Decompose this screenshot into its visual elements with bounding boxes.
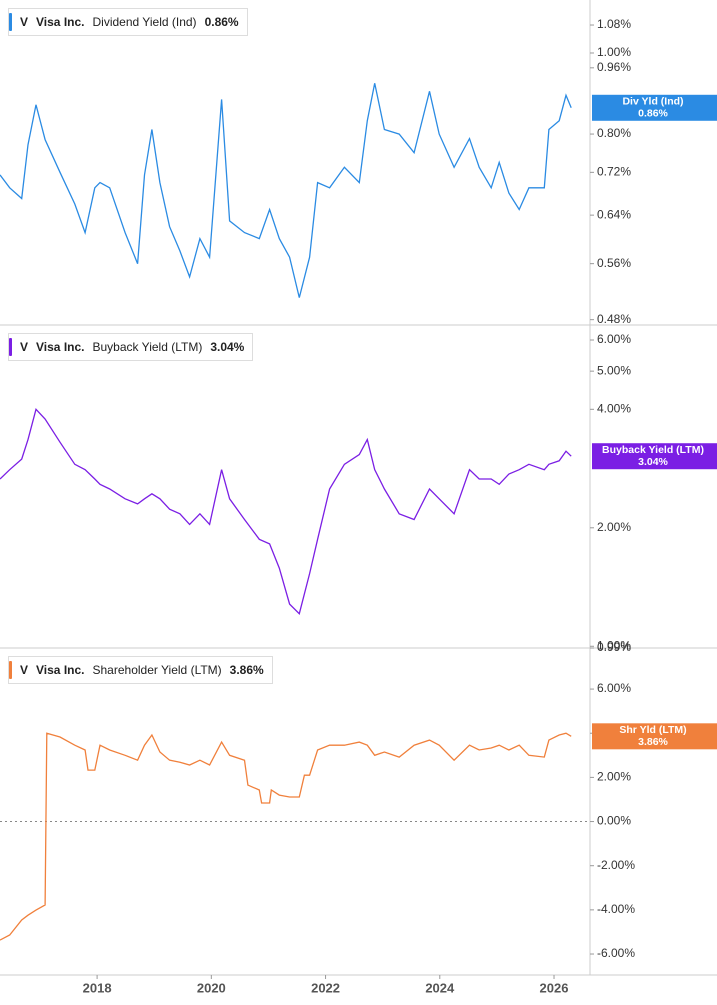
x-tick-label: 2018	[83, 980, 112, 995]
y-tick-label: 0.48%	[597, 312, 631, 326]
y-tick-label: 2.00%	[597, 520, 631, 534]
x-tick-label: 2022	[311, 980, 340, 995]
y-tick-label: 1.00%	[597, 638, 631, 652]
y-tick-label: 1.08%	[597, 17, 631, 31]
series-line	[0, 732, 572, 941]
legend-series: Buyback Yield (LTM)	[92, 340, 203, 354]
value-tag-box	[592, 94, 717, 121]
legend-ticker: V	[20, 15, 29, 29]
value-tag: Buyback Yield (LTM)3.04%	[592, 443, 717, 470]
y-tick-label: 6.00%	[597, 681, 631, 695]
value-tag-value: 3.04%	[638, 456, 668, 468]
y-tick-label: 0.64%	[597, 207, 631, 221]
x-tick-label: 2020	[197, 980, 226, 995]
y-tick-label: -6.00%	[597, 946, 635, 960]
y-tick-label: 1.00%	[597, 45, 631, 59]
y-tick-label: 0.56%	[597, 256, 631, 270]
x-tick-label: 2026	[540, 980, 569, 995]
legend-ticker: V	[20, 340, 29, 354]
legend: V Visa Inc. Shareholder Yield (LTM) 3.86%	[8, 656, 273, 684]
legend-company: Visa Inc.	[36, 663, 85, 677]
x-tick-label: 2024	[425, 980, 455, 995]
y-tick-label: 6.00%	[597, 332, 631, 346]
value-tag-label: Div Yld (Ind)	[622, 96, 683, 108]
legend: V Visa Inc. Dividend Yield (Ind) 0.86%	[8, 8, 248, 36]
y-tick-label: 0.72%	[597, 165, 631, 179]
value-tag-box	[592, 723, 717, 750]
y-tick-label: 5.00%	[597, 363, 631, 377]
legend-value: 3.86%	[229, 663, 264, 677]
legend: V Visa Inc. Buyback Yield (LTM) 3.04%	[8, 333, 254, 361]
value-tag-value: 0.86%	[638, 108, 668, 120]
legend-value: 3.04%	[210, 340, 245, 354]
legend-series: Dividend Yield (Ind)	[92, 15, 197, 29]
value-tag-box	[592, 443, 717, 470]
value-tag-value: 3.86%	[638, 736, 668, 748]
legend-swatch	[9, 13, 12, 31]
series-line	[0, 83, 572, 298]
y-tick-label: 0.80%	[597, 126, 631, 140]
y-tick-label: 0.00%	[597, 814, 631, 828]
series-line	[0, 407, 572, 615]
legend-swatch	[9, 661, 12, 679]
legend-value: 0.86%	[204, 15, 239, 29]
y-tick-label: 4.00%	[597, 401, 631, 415]
value-tag-label: Buyback Yield (LTM)	[602, 444, 704, 456]
y-tick-label: -2.00%	[597, 858, 635, 872]
value-tag: Shr Yld (LTM)3.86%	[592, 723, 717, 750]
legend-swatch	[9, 338, 12, 356]
value-tag: Div Yld (Ind)0.86%	[592, 94, 717, 121]
legend-series: Shareholder Yield (LTM)	[92, 663, 222, 677]
legend-ticker: V	[20, 663, 29, 677]
y-tick-label: 0.99%	[597, 640, 631, 654]
y-tick-label: -4.00%	[597, 902, 635, 916]
y-tick-label: 2.00%	[597, 770, 631, 784]
value-tag-label: Shr Yld (LTM)	[619, 724, 686, 736]
y-tick-label: 0.96%	[597, 60, 631, 74]
legend-company: Visa Inc.	[36, 340, 85, 354]
legend-company: Visa Inc.	[36, 15, 85, 29]
